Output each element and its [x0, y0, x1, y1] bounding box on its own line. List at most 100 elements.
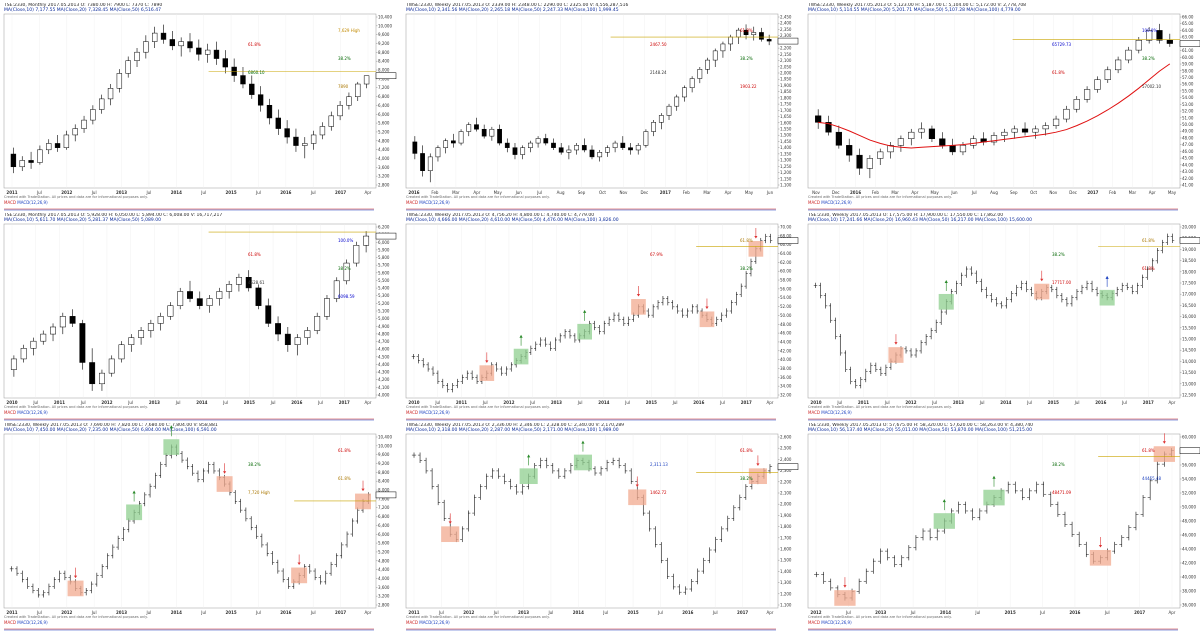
candle-body: [37, 149, 43, 163]
chart-annotation: 61.8%: [740, 448, 753, 453]
ma-legend: MA(Close,10) 2,341.56 MA(Close,20) 2,265…: [406, 8, 619, 13]
chart-header: TSE:2330, Monthly 2017.05.2013 O: 5,928.…: [4, 213, 374, 223]
candle-body: [178, 41, 184, 47]
y-tick-label: 56.00: [1182, 82, 1194, 87]
indicator-pane: MACD MACD(12,26,9): [806, 200, 1180, 211]
x-tick-label: Jul: [884, 400, 890, 405]
candle-body: [581, 145, 587, 151]
y-tick-label: 36,000: [1182, 603, 1196, 608]
candle-body: [63, 134, 70, 148]
x-tick-label: Jul: [910, 610, 916, 615]
candle-body: [959, 145, 967, 153]
x-tick-label: 2016: [280, 190, 291, 195]
x-tick-label: Feb: [431, 190, 439, 195]
x-tick-label: Jul: [712, 610, 718, 615]
x-tick-label: Jul: [91, 190, 97, 195]
x-tick-label: 2016: [291, 400, 302, 405]
sell-zone: [441, 526, 460, 543]
x-tick-label: Oct: [1030, 190, 1037, 195]
down-arrow-icon: [1040, 278, 1044, 282]
x-tick-label: Jul: [200, 190, 206, 195]
x-tick-label: 2011: [54, 400, 65, 405]
candle-body: [897, 138, 905, 146]
candle-body: [658, 115, 664, 123]
x-tick-label: 2012: [61, 190, 72, 195]
candle-body: [458, 131, 464, 144]
chart-annotation: 100.0%: [338, 238, 353, 243]
y-tick-label: 4,800: [378, 558, 390, 563]
up-arrow-icon: [519, 334, 523, 338]
x-tick-label: Jul: [482, 400, 488, 405]
ma-legend: MA(Close,10) 17,241.66 MA(Close,20) 16,9…: [808, 218, 1033, 223]
y-tick-label: 42,000: [1182, 561, 1196, 566]
x-tick-label: 2015: [1005, 610, 1016, 615]
candle-body: [1104, 69, 1111, 80]
y-tick-label: 60.00: [1182, 55, 1194, 60]
candle-body: [304, 330, 311, 338]
plot-frame: [807, 223, 1181, 399]
candle-body: [1083, 89, 1091, 100]
chart-title: TWSE:2330, Weekly 2017.05.2013 O: 5,123.…: [808, 3, 1027, 8]
x-tick-label: Mar: [891, 190, 899, 195]
x-tick-label: 2013: [953, 400, 964, 405]
indicator-label: MACD MACD(12,26,9): [406, 620, 450, 625]
candle-body: [466, 124, 472, 132]
chart-footer: Created with TradeStation. All prices an…: [406, 615, 550, 619]
x-tick-label: May: [745, 190, 754, 195]
y-tick-label: 1,300: [780, 580, 792, 585]
buy-zone: [933, 513, 955, 529]
price-chart: 10,400 10,000 9,600 9,200 8,800 8,400 8,000 7,6…: [3, 13, 397, 195]
indicator-chart: [808, 208, 1178, 211]
chart-annotation: 7,720 High: [248, 490, 270, 495]
candle-body: [265, 305, 272, 324]
candle-body: [319, 126, 326, 136]
candle-body: [1115, 59, 1122, 71]
candle-body: [99, 372, 105, 385]
chart-panel-p9: TSE:2330, Weekly 2017.05.2013 O: 57,675.…: [806, 422, 1200, 631]
sell-zone: [67, 580, 84, 597]
y-tick-label: 1,800: [780, 95, 792, 100]
x-tick-label: 2016: [850, 190, 861, 195]
chart-title: TWSE:2330, Weekly 2017.05.2013 O: 7,690.…: [4, 423, 218, 428]
x-tick-label: 2013: [875, 610, 886, 615]
y-tick-label: 10,000: [378, 23, 392, 28]
x-tick-label: Sep: [1010, 190, 1018, 195]
y-tick-label: 7,200: [378, 85, 390, 90]
x-tick-label: 2011: [6, 610, 17, 615]
candle-body: [1011, 128, 1018, 133]
candle-body: [337, 104, 343, 117]
y-tick-label: 4,000: [378, 393, 390, 398]
chart-annotation: 38.2%: [338, 266, 351, 271]
sell-zone: [1034, 283, 1050, 300]
x-tick-label: Aug: [557, 190, 565, 195]
x-tick-label: Apr: [1169, 400, 1176, 405]
candle-body: [328, 115, 334, 127]
candle-body: [216, 291, 223, 299]
x-tick-label: Jul: [146, 190, 152, 195]
candle-body: [528, 142, 533, 148]
y-tick-label: 42.00: [1182, 176, 1194, 181]
candle-body: [1146, 30, 1153, 41]
indicator-name: MACD: [406, 200, 418, 205]
x-tick-label: Apr: [767, 400, 774, 405]
candle-body: [284, 333, 291, 345]
y-tick-label: 4,000: [378, 156, 390, 161]
y-tick-label: 53.00: [1182, 102, 1194, 107]
candle-body: [89, 362, 96, 385]
candle-body: [766, 39, 772, 42]
y-tick-label: 4,800: [378, 138, 390, 143]
y-tick-label: 1,350: [780, 151, 792, 156]
candle-body: [231, 66, 237, 76]
down-arrow-icon: [894, 342, 898, 345]
candle-body: [116, 73, 123, 89]
candle-body: [628, 147, 633, 151]
candle-body: [128, 337, 135, 345]
y-tick-label: 2,300: [780, 33, 792, 38]
x-tick-label: 2011: [858, 400, 869, 405]
x-tick-label: 2013: [149, 400, 160, 405]
y-tick-label: 1,100: [780, 603, 792, 608]
candle-body: [204, 49, 211, 55]
x-tick-label: Jun: [950, 190, 958, 195]
y-tick-label: 2,600: [780, 435, 792, 440]
candle-body: [10, 153, 17, 168]
